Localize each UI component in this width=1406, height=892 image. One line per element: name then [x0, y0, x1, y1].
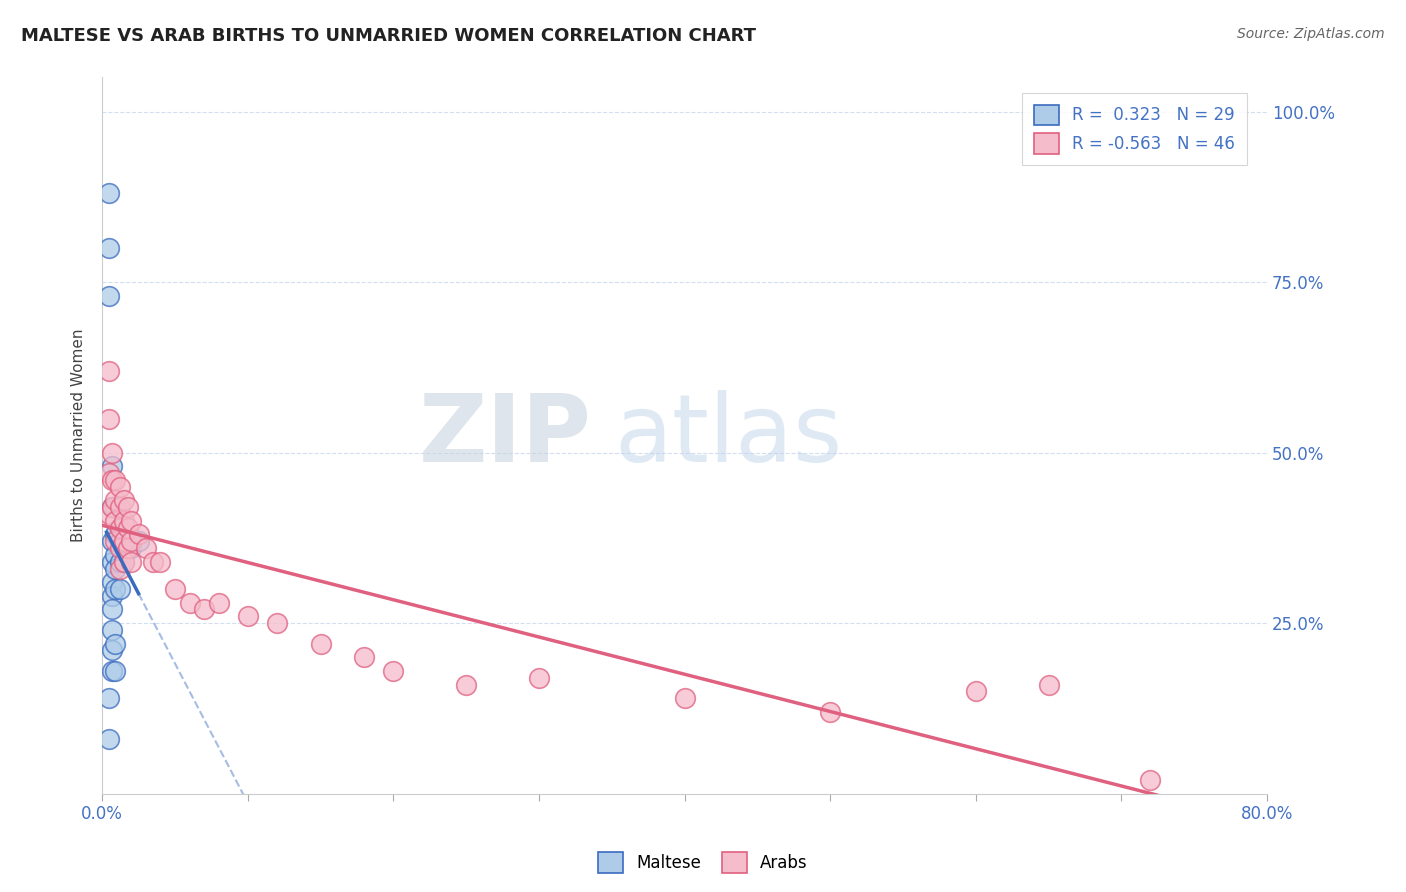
Point	[965, 684, 987, 698]
Point	[101, 643, 124, 657]
Point	[108, 480, 131, 494]
Point	[117, 521, 139, 535]
Point	[112, 555, 135, 569]
Point	[98, 732, 121, 747]
Point	[149, 555, 172, 569]
Point	[382, 664, 405, 678]
Point	[673, 691, 696, 706]
Point	[104, 527, 127, 541]
Text: ZIP: ZIP	[419, 390, 592, 482]
Point	[1139, 772, 1161, 787]
Point	[101, 534, 124, 549]
Point	[104, 500, 127, 515]
Point	[98, 411, 121, 425]
Point	[108, 534, 131, 549]
Point	[266, 616, 288, 631]
Point	[101, 664, 124, 678]
Point	[101, 459, 124, 474]
Point	[98, 241, 121, 255]
Point	[120, 534, 142, 549]
Point	[309, 637, 332, 651]
Text: MALTESE VS ARAB BIRTHS TO UNMARRIED WOMEN CORRELATION CHART: MALTESE VS ARAB BIRTHS TO UNMARRIED WOME…	[21, 27, 756, 45]
Point	[101, 500, 124, 515]
Point	[818, 705, 841, 719]
Point	[101, 500, 124, 515]
Point	[179, 596, 201, 610]
Point	[108, 500, 131, 515]
Point	[98, 507, 121, 521]
Point	[128, 527, 150, 541]
Point	[112, 534, 135, 549]
Point	[108, 521, 131, 535]
Point	[142, 555, 165, 569]
Point	[98, 289, 121, 303]
Point	[104, 582, 127, 596]
Point	[104, 534, 127, 549]
Point	[236, 609, 259, 624]
Point	[101, 589, 124, 603]
Point	[112, 555, 135, 569]
Point	[108, 582, 131, 596]
Point	[101, 602, 124, 616]
Point	[120, 514, 142, 528]
Point	[108, 561, 131, 575]
Point	[101, 473, 124, 487]
Point	[104, 548, 127, 562]
Point	[208, 596, 231, 610]
Point	[120, 555, 142, 569]
Point	[101, 623, 124, 637]
Point	[527, 671, 550, 685]
Point	[101, 575, 124, 590]
Point	[104, 637, 127, 651]
Text: atlas: atlas	[614, 390, 844, 482]
Point	[108, 555, 131, 569]
Point	[193, 602, 215, 616]
Text: Source: ZipAtlas.com: Source: ZipAtlas.com	[1237, 27, 1385, 41]
Point	[1038, 677, 1060, 691]
Point	[101, 445, 124, 459]
Point	[128, 534, 150, 549]
Point	[163, 582, 186, 596]
Point	[120, 541, 142, 555]
Legend: R =  0.323   N = 29, R = -0.563   N = 46: R = 0.323 N = 29, R = -0.563 N = 46	[1022, 93, 1247, 165]
Point	[104, 473, 127, 487]
Point	[112, 493, 135, 508]
Point	[98, 691, 121, 706]
Point	[104, 561, 127, 575]
Point	[104, 514, 127, 528]
Point	[117, 500, 139, 515]
Point	[101, 555, 124, 569]
Point	[135, 541, 157, 555]
Point	[104, 664, 127, 678]
Legend: Maltese, Arabs: Maltese, Arabs	[592, 846, 814, 880]
Point	[104, 493, 127, 508]
Point	[98, 466, 121, 480]
Point	[112, 534, 135, 549]
Point	[108, 541, 131, 555]
Point	[112, 514, 135, 528]
Point	[117, 541, 139, 555]
Y-axis label: Births to Unmarried Women: Births to Unmarried Women	[72, 329, 86, 542]
Point	[98, 364, 121, 378]
Point	[353, 650, 375, 665]
Point	[98, 186, 121, 201]
Point	[456, 677, 478, 691]
